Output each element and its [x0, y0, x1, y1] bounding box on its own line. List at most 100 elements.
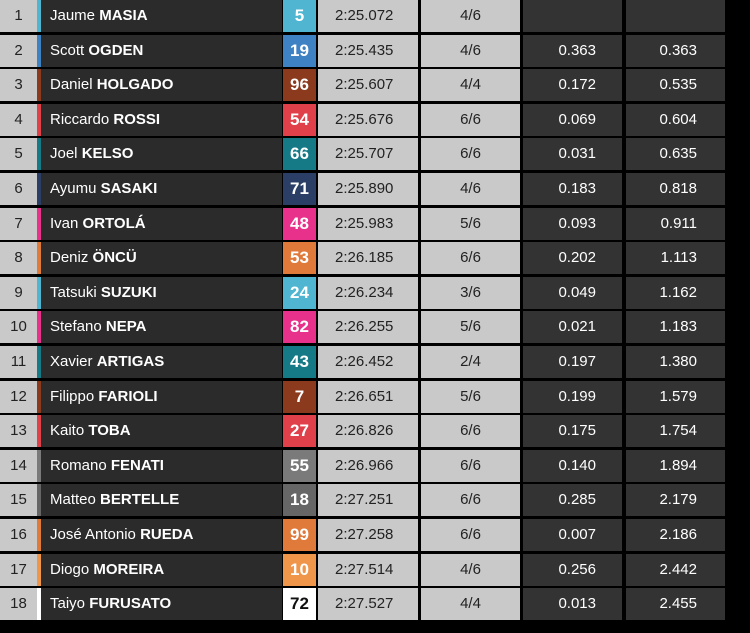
rider-number: 66	[283, 138, 316, 171]
first-name: Jaume	[50, 7, 96, 24]
result-row: 15 Matteo BERTELLE 18 2:27.251 6/6 0.285 2.179	[0, 484, 750, 517]
lap-time: 2:26.651	[318, 380, 418, 413]
lap-time: 2:25.435	[318, 34, 418, 67]
last-name: NEPA	[105, 318, 147, 336]
rider-name: Taiyo FURUSATO	[41, 588, 282, 621]
gap-previous: 0.049	[523, 276, 622, 309]
rider-name: Kaito TOBA	[41, 415, 282, 448]
rider-number: 55	[283, 449, 316, 482]
laps: 4/6	[421, 34, 520, 67]
gap-first: 1.754	[626, 415, 725, 448]
laps: 6/6	[421, 138, 520, 171]
lap-time: 2:26.452	[318, 346, 418, 378]
last-name: FARIOLI	[98, 387, 158, 405]
team-stripe	[37, 346, 41, 378]
gap-previous	[523, 0, 622, 32]
rider-name: Stefano NEPA	[41, 311, 282, 344]
first-name: Joel	[50, 145, 78, 163]
gap-previous: 0.175	[523, 415, 622, 448]
first-name: Taiyo	[50, 595, 86, 613]
last-name: MOREIRA	[93, 560, 165, 578]
rider-name: Matteo BERTELLE	[41, 484, 282, 517]
first-name: Matteo	[50, 491, 96, 509]
position: 11	[0, 346, 37, 378]
result-row: 12 Filippo FARIOLI 7 2:26.651 5/6 0.199 1.579	[0, 380, 750, 413]
position: 9	[0, 276, 37, 309]
first-name: Romano	[50, 456, 107, 474]
lap-time: 2:27.258	[318, 519, 418, 551]
gap-previous: 0.069	[523, 103, 622, 136]
last-name: OGDEN	[88, 41, 144, 59]
gap-previous: 0.093	[523, 207, 622, 240]
lap-time: 2:25.676	[318, 103, 418, 136]
first-name: Xavier	[50, 353, 93, 370]
gap-first: 2.179	[626, 484, 725, 517]
result-row: 16 José Antonio RUEDA 99 2:27.258 6/6 0.007 2.…	[0, 519, 750, 551]
result-row: 2 Scott OGDEN 19 2:25.435 4/6 0.363 0.363	[0, 34, 750, 67]
lap-time: 2:26.966	[318, 449, 418, 482]
team-stripe	[37, 0, 41, 32]
rider-number: 54	[283, 103, 316, 136]
lap-time: 2:26.234	[318, 276, 418, 309]
last-name: SUZUKI	[100, 283, 157, 301]
last-name: TOBA	[88, 422, 131, 440]
gap-previous: 0.013	[523, 588, 622, 621]
laps: 4/6	[421, 173, 520, 205]
result-row: 9 Tatsuki SUZUKI 24 2:26.234 3/6 0.049 1.162	[0, 276, 750, 309]
result-row: 7 Ivan ORTOLÁ 48 2:25.983 5/6 0.093 0.911	[0, 207, 750, 240]
result-row: 14 Romano FENATI 55 2:26.966 6/6 0.140 1.894	[0, 449, 750, 482]
rider-name: Xavier ARTIGAS	[41, 346, 282, 378]
gap-first: 1.162	[626, 276, 725, 309]
rider-name: Diogo MOREIRA	[41, 553, 282, 586]
position: 2	[0, 34, 37, 67]
gap-previous: 0.285	[523, 484, 622, 517]
first-name: Stefano	[50, 318, 102, 336]
last-name: ARTIGAS	[96, 353, 165, 370]
rider-name: José Antonio RUEDA	[41, 519, 282, 551]
last-name: ÖNCÜ	[92, 249, 137, 267]
position: 16	[0, 519, 37, 551]
first-name: Filippo	[50, 387, 95, 405]
rider-number: 18	[283, 484, 316, 517]
laps: 6/6	[421, 484, 520, 517]
team-stripe	[37, 103, 41, 136]
first-name: Scott	[50, 41, 85, 59]
last-name: MASIA	[99, 7, 148, 24]
team-stripe	[37, 415, 41, 448]
first-name: Riccardo	[50, 110, 110, 128]
lap-time: 2:25.607	[318, 69, 418, 102]
position: 1	[0, 0, 37, 32]
lap-time: 2:27.251	[318, 484, 418, 517]
laps: 6/6	[421, 449, 520, 482]
laps: 3/6	[421, 276, 520, 309]
team-stripe	[37, 276, 41, 309]
last-name: FENATI	[110, 456, 164, 474]
rider-number: 24	[283, 276, 316, 309]
gap-first: 2.455	[626, 588, 725, 621]
last-name: SASAKI	[100, 180, 158, 197]
rider-name: Ivan ORTOLÁ	[41, 207, 282, 240]
lap-time: 2:25.707	[318, 138, 418, 171]
gap-first: 1.894	[626, 449, 725, 482]
position: 6	[0, 173, 37, 205]
position: 18	[0, 588, 37, 621]
laps: 6/6	[421, 242, 520, 275]
gap-previous: 0.140	[523, 449, 622, 482]
gap-previous: 0.007	[523, 519, 622, 551]
gap-first: 0.818	[626, 173, 725, 205]
position: 17	[0, 553, 37, 586]
position: 5	[0, 138, 37, 171]
gap-first: 0.604	[626, 103, 725, 136]
laps: 4/4	[421, 69, 520, 102]
rider-name: Scott OGDEN	[41, 34, 282, 67]
rider-name: Deniz ÖNCÜ	[41, 242, 282, 275]
gap-first: 1.183	[626, 311, 725, 344]
position: 8	[0, 242, 37, 275]
lap-time: 2:25.890	[318, 173, 418, 205]
last-name: BERTELLE	[100, 491, 180, 509]
first-name: Diogo	[50, 560, 90, 578]
team-stripe	[37, 519, 41, 551]
gap-previous: 0.197	[523, 346, 622, 378]
rider-name: Riccardo ROSSI	[41, 103, 282, 136]
team-stripe	[37, 207, 41, 240]
